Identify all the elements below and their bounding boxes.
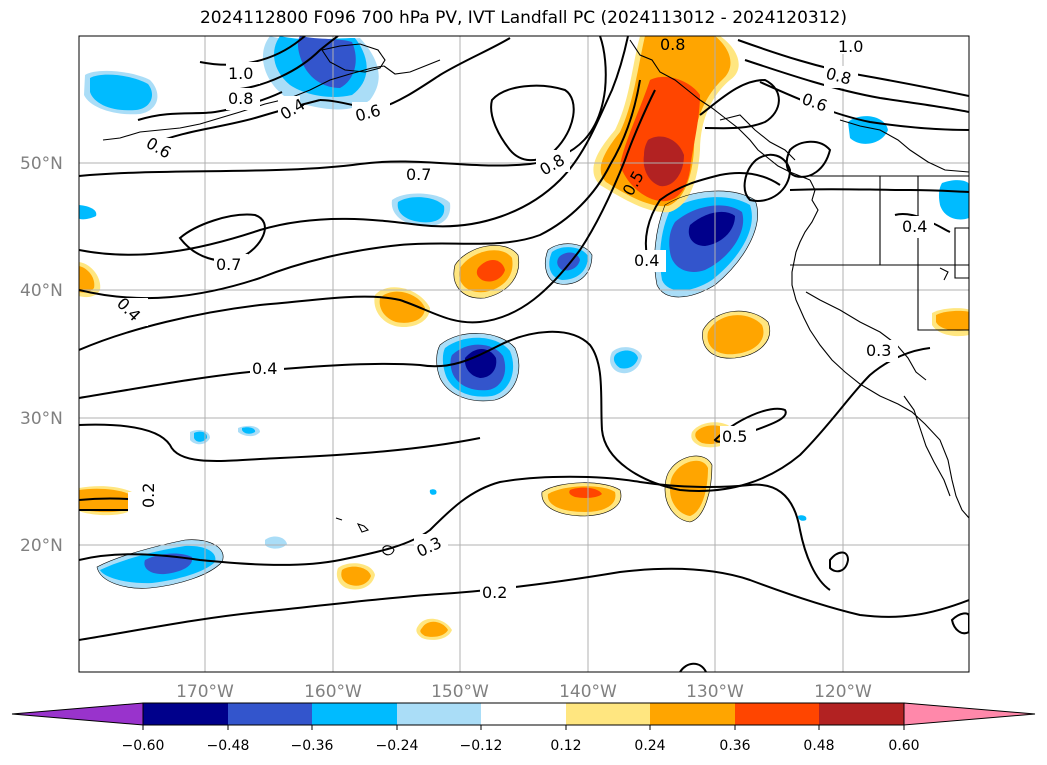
colorbar-max-extend [903, 702, 1036, 726]
colorbar-tick-label: 0.24 [634, 738, 665, 754]
colorbar-segment [481, 703, 566, 725]
colorbar-segment [650, 703, 735, 725]
colorbar-segment [312, 703, 397, 725]
colorbar: −0.60 −0.48 −0.36 −0.24 −0.12 0.12 0.24 … [11, 702, 1036, 754]
contour-label-gaps [114, 36, 934, 604]
colorbar-segment [228, 703, 312, 725]
contour-label: 0.8 [660, 35, 685, 54]
colorbar-tick-label: 0.60 [888, 738, 919, 754]
lat-label: 40°N [20, 281, 63, 301]
lon-label: 170°W [176, 682, 234, 702]
map-title: 2024112800 F096 700 hPa PV, IVT Landfall… [199, 8, 847, 28]
colorbar-tick-label: 0.12 [550, 738, 581, 754]
positive-anomaly-fill [79, 36, 969, 640]
lat-label: 30°N [20, 409, 63, 429]
lon-label: 120°W [814, 682, 872, 702]
colorbar-tick-label: −0.24 [376, 738, 419, 754]
contour-label: 0.4 [252, 359, 277, 378]
lon-label: 150°W [431, 682, 489, 702]
contour-label: 0.7 [216, 255, 241, 274]
map-panel: 1.0 0.8 0.4 0.6 0.6 0.7 0.7 0.8 0.5 0.8 … [79, 35, 969, 672]
colorbar-segment [566, 703, 650, 725]
graticule [79, 36, 969, 672]
contour-label: 1.0 [838, 37, 863, 56]
latitude-labels: 50°N 40°N 30°N 20°N [20, 154, 63, 556]
colorbar-tick-label: 0.48 [803, 738, 834, 754]
lon-label: 130°W [686, 682, 744, 702]
map-frame [78, 35, 970, 673]
contour-label: 0.4 [634, 251, 659, 270]
lon-label: 140°W [559, 682, 617, 702]
coastlines [102, 39, 969, 556]
contour-label: 0.2 [482, 583, 507, 602]
contour-label: 0.3 [866, 341, 891, 360]
contour-label: 1.0 [228, 64, 253, 83]
contour-label: 0.7 [406, 165, 431, 184]
contour-label: 0.8 [228, 89, 253, 108]
contour-label: 0.2 [139, 483, 158, 508]
colorbar-segment [735, 703, 819, 725]
colorbar-tick-label: −0.12 [460, 738, 503, 754]
colorbar-tick-label: −0.36 [291, 738, 334, 754]
colorbar-tick-label: 0.36 [719, 738, 750, 754]
lon-label: 160°W [304, 682, 362, 702]
colorbar-min-extend [11, 702, 144, 726]
lat-label: 50°N [20, 154, 63, 174]
colorbar-segment [819, 703, 904, 725]
colorbar-tick-label: −0.60 [122, 738, 165, 754]
pv-contours [79, 36, 969, 672]
lat-label: 20°N [20, 536, 63, 556]
colorbar-segment [397, 703, 481, 725]
colorbar-tick-label: −0.48 [207, 738, 250, 754]
colorbar-segment [143, 703, 228, 725]
contour-label: 0.4 [902, 217, 927, 236]
contour-label: 0.5 [722, 427, 747, 446]
longitude-labels: 170°W 160°W 150°W 140°W 130°W 120°W [176, 682, 872, 702]
contour-labels: 1.0 0.8 0.4 0.6 0.6 0.7 0.7 0.8 0.5 0.8 … [113, 35, 927, 602]
